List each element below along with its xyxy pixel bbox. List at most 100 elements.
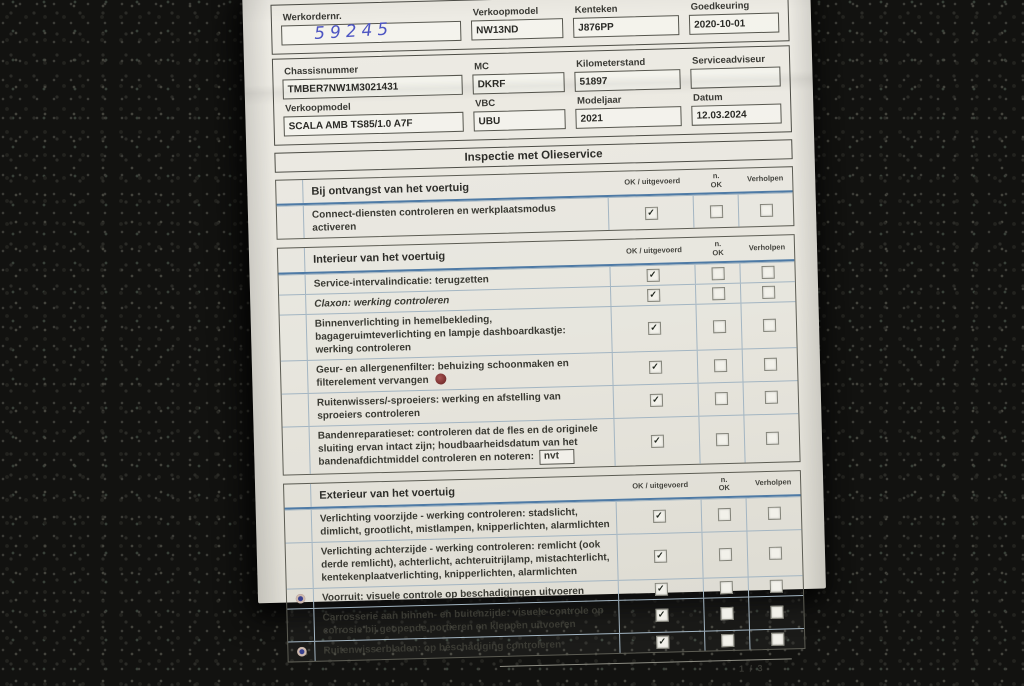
field-label: Serviceadviseur	[691, 53, 766, 67]
check-mark: ✓	[651, 361, 659, 372]
ok-cell: ✓	[619, 631, 705, 653]
checkbox-verholpen	[769, 605, 784, 620]
row-label-text: Service-intervalindicatie: terugzetten	[313, 273, 489, 290]
row-label-text: Verlichting voorzijde - werking controle…	[319, 506, 610, 538]
nok-cell	[694, 283, 741, 304]
verholpen-cell	[745, 496, 802, 531]
checkbox-ok: ✓	[655, 635, 669, 649]
ok-cell: ✓	[611, 350, 698, 385]
check-mark: ✓	[648, 268, 657, 280]
row-label-text: Claxon: werking controleren	[314, 294, 450, 310]
photo-of-service-checklist: { "title": "Inspectie met Olieservice", …	[0, 0, 1024, 576]
field-label: Goedkeuring	[690, 0, 750, 13]
checkbox-nok	[719, 607, 734, 621]
checkbox-ok: ✓	[647, 321, 661, 335]
field-label: Kenteken	[574, 3, 618, 16]
field-value-modeljaar: 2021	[575, 106, 682, 129]
ok-cell: ✓	[610, 304, 697, 352]
check-mark: ✓	[649, 288, 658, 300]
checkbox-nok	[711, 286, 725, 300]
checkbox-verholpen	[764, 390, 778, 405]
checkbox-ok: ✓	[654, 608, 669, 623]
checkbox-ok: ✓	[653, 549, 667, 563]
check-mark: ✓	[658, 636, 667, 647]
checkbox-ok: ✓	[644, 206, 658, 220]
field-label: Datum	[692, 91, 723, 104]
field-value-kilometerstand: 51897	[574, 69, 681, 92]
checkbox-ok: ✓	[650, 434, 664, 448]
field-kenteken: Kenteken J876PP	[572, 0, 680, 38]
verholpen-cell	[746, 529, 803, 577]
checkbox-nok	[715, 432, 729, 446]
field-value-vbc: UBU	[473, 109, 566, 132]
field-verkoopmodel: Verkoopmodel SCALA AMB TS85/1.0 A7F	[283, 97, 464, 137]
checkbox-ok: ✓	[652, 510, 666, 524]
check-mark: ✓	[656, 550, 664, 561]
nok-cell	[696, 349, 743, 383]
field-value-mc: DKRF	[472, 72, 565, 95]
checkbox-verholpen	[760, 265, 775, 279]
ok-cell: ✓	[617, 578, 704, 600]
ok-cell: ✓	[609, 264, 695, 286]
field-label: Kilometerstand	[575, 57, 646, 70]
row-label-text: Verlichting achterzijde - werking contro…	[320, 539, 610, 584]
nok-cell	[702, 577, 749, 598]
nok-cell	[695, 303, 742, 350]
nok-label-line2: OK	[712, 247, 724, 258]
margin-cell	[281, 393, 310, 427]
checkbox-nok	[712, 319, 726, 333]
checkbox-ok: ✓	[646, 288, 660, 302]
verholpen-cell	[740, 301, 797, 349]
check-mark: ✓	[656, 583, 665, 594]
red-stamp-mark	[435, 372, 447, 385]
nok-cell	[703, 597, 749, 631]
checkbox-nok	[717, 508, 731, 522]
checkbox-ok: ✓	[646, 268, 660, 282]
verholpen-cell	[749, 628, 805, 650]
field-value-datum: 12.03.2024	[691, 103, 782, 126]
checkbox-ok: ✓	[654, 582, 668, 596]
check-mark: ✓	[657, 609, 666, 620]
field-werkordernr: Werkordernr. 59245	[281, 6, 462, 46]
nok-cell	[704, 630, 750, 651]
verholpen-cell	[743, 413, 800, 463]
eye-icon	[295, 645, 308, 658]
section-bij-ontvangst-van-het-voertuig: Bij ontvangst van het voertuig OK / uitge…	[275, 166, 795, 241]
row-label-text: Ruitenwissers/-sproeiers: werking en afs…	[316, 390, 561, 422]
column-header-ok: OK / uitgevoerd	[632, 479, 689, 491]
margin-cell	[284, 483, 312, 508]
field-value-serviceadviseur	[690, 66, 781, 89]
ok-cell: ✓	[615, 499, 702, 534]
ok-cell: ✓	[616, 532, 703, 580]
margin-cell	[279, 314, 308, 361]
column-header-verholpen: Verholpen	[746, 173, 784, 184]
ok-cell: ✓	[612, 383, 699, 418]
checkbox-nok	[710, 266, 725, 280]
field-label: MC	[474, 61, 490, 73]
column-header-nok: n. OK	[694, 169, 739, 193]
margin-cell	[276, 180, 304, 205]
field-value-goedkeuring: 2020-10-01	[688, 12, 780, 35]
verholpen-cell	[741, 347, 798, 382]
field-modeljaar: Modeljaar 2021	[575, 91, 682, 129]
section-interieur-van-het-voertuig: Interieur van het voertuig OK / uitgevoer…	[276, 234, 801, 476]
row-label-text: Ruitenwisserbladen: op beschadiging cont…	[323, 639, 562, 657]
field-chassisnummer: Chassisnummer TMBER7NW1M3021431	[282, 60, 463, 100]
ok-cell: ✓	[613, 416, 700, 466]
margin-cell	[288, 641, 316, 662]
field-value-verkoopmodel: SCALA AMB TS85/1.0 A7F	[283, 111, 464, 137]
checkbox-verholpen	[769, 579, 783, 593]
row-label: Verlichting achterzijde - werking contro…	[313, 535, 618, 588]
check-mark: ✓	[650, 321, 658, 333]
field-label: Verkoopmodel	[472, 5, 539, 19]
check-mark: ✓	[653, 434, 661, 446]
margin-cell	[278, 274, 307, 295]
checkbox-verholpen	[761, 285, 775, 299]
checklist-sections: Bij ontvangst van het voertuig OK / uitge…	[275, 166, 806, 663]
checkbox-nok	[713, 359, 727, 373]
page-footer: 1 / 3	[288, 658, 806, 686]
field-value-kenteken: J876PP	[572, 15, 680, 38]
checkbox-nok	[714, 392, 728, 406]
field-verkoopmodel: Verkoopmodel NW13ND	[470, 3, 564, 41]
nok-cell	[698, 415, 745, 464]
